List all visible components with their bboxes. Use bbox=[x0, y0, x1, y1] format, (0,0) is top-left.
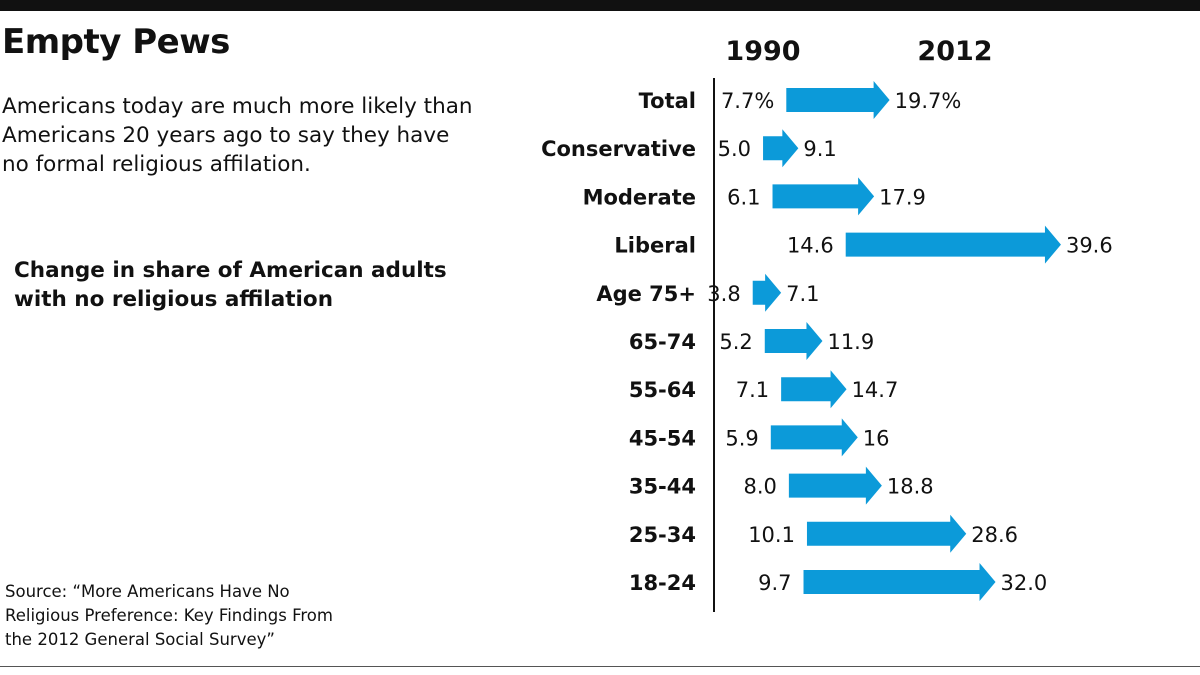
change-arrow bbox=[806, 514, 967, 553]
category-label: Moderate bbox=[583, 185, 696, 209]
chart-row: Moderate 6.1 17.9 bbox=[583, 177, 926, 216]
chart-title: Empty Pews bbox=[2, 22, 230, 62]
value-label-2012: 9.1 bbox=[803, 137, 836, 161]
value-label-2012: 16 bbox=[863, 426, 890, 450]
category-label: 35-44 bbox=[629, 475, 696, 499]
change-arrow bbox=[845, 225, 1061, 264]
value-label-1990: 5.2 bbox=[719, 330, 752, 354]
value-label-2012: 39.6 bbox=[1066, 234, 1113, 258]
value-label-1990: 8.0 bbox=[743, 475, 776, 499]
value-label-2012: 17.9 bbox=[879, 185, 926, 209]
category-label: 25-34 bbox=[629, 523, 696, 547]
change-arrow bbox=[764, 322, 823, 360]
value-label-1990: 6.1 bbox=[727, 185, 760, 209]
value-label-1990: 3.8 bbox=[707, 282, 740, 306]
value-label-1990: 10.1 bbox=[748, 523, 795, 547]
value-label-2012: 32.0 bbox=[1001, 571, 1048, 595]
change-arrow bbox=[788, 466, 882, 505]
chart-row: Age 75+ 3.8 7.1 bbox=[596, 273, 820, 312]
value-label-1990: 7.1 bbox=[736, 378, 769, 402]
category-label: Total bbox=[639, 89, 696, 113]
chart-row: 55-64 7.1 14.7 bbox=[629, 370, 899, 409]
value-label-2012: 11.9 bbox=[827, 330, 874, 354]
category-label: Age 75+ bbox=[596, 282, 696, 306]
value-label-1990: 9.7 bbox=[758, 571, 791, 595]
category-label: 65-74 bbox=[629, 330, 696, 354]
value-label-1990: 5.9 bbox=[725, 426, 758, 450]
value-label-2012: 19.7% bbox=[895, 89, 962, 113]
top-rule bbox=[0, 0, 1200, 11]
chart-description: Americans today are much more likely tha… bbox=[2, 94, 473, 177]
change-arrow bbox=[786, 81, 890, 119]
category-label: 55-64 bbox=[629, 378, 696, 402]
category-label: Liberal bbox=[614, 234, 696, 258]
change-arrow bbox=[763, 129, 799, 168]
change-arrow bbox=[770, 418, 858, 457]
category-label: 18-24 bbox=[629, 571, 696, 595]
chart-subtitle: Change in share of American adults with … bbox=[14, 258, 447, 312]
value-label-1990: 7.7% bbox=[721, 89, 774, 113]
change-arrow bbox=[803, 563, 996, 601]
category-label: 45-54 bbox=[629, 426, 696, 450]
value-label-2012: 7.1 bbox=[786, 282, 819, 306]
change-arrow bbox=[752, 273, 782, 312]
header-2012: 2012 bbox=[917, 36, 992, 67]
chart-row: 35-44 8.0 18.8 bbox=[629, 466, 934, 505]
chart-row: 45-54 5.9 16 bbox=[629, 418, 890, 457]
change-arrow bbox=[772, 177, 875, 216]
change-arrow bbox=[781, 370, 847, 409]
chart-row: 65-74 5.2 11.9 bbox=[629, 322, 874, 360]
value-label-1990: 14.6 bbox=[787, 234, 834, 258]
header-1990: 1990 bbox=[725, 36, 800, 67]
chart-row: Liberal 14.6 39.6 bbox=[614, 225, 1113, 264]
value-label-2012: 28.6 bbox=[971, 523, 1018, 547]
value-label-2012: 18.8 bbox=[887, 475, 934, 499]
chart-row: Total 7.7% 19.7% bbox=[639, 81, 962, 119]
chart-row: 25-34 10.1 28.6 bbox=[629, 514, 1018, 553]
chart-row: Conservative 5.0 9.1 bbox=[541, 129, 837, 168]
category-label: Conservative bbox=[541, 137, 696, 161]
source-note: Source: “More Americans Have No Religiou… bbox=[5, 582, 333, 649]
chart-row: 18-24 9.7 32.0 bbox=[629, 563, 1047, 601]
value-label-2012: 14.7 bbox=[852, 378, 899, 402]
bottom-rule bbox=[0, 666, 1200, 667]
value-label-1990: 5.0 bbox=[718, 137, 751, 161]
